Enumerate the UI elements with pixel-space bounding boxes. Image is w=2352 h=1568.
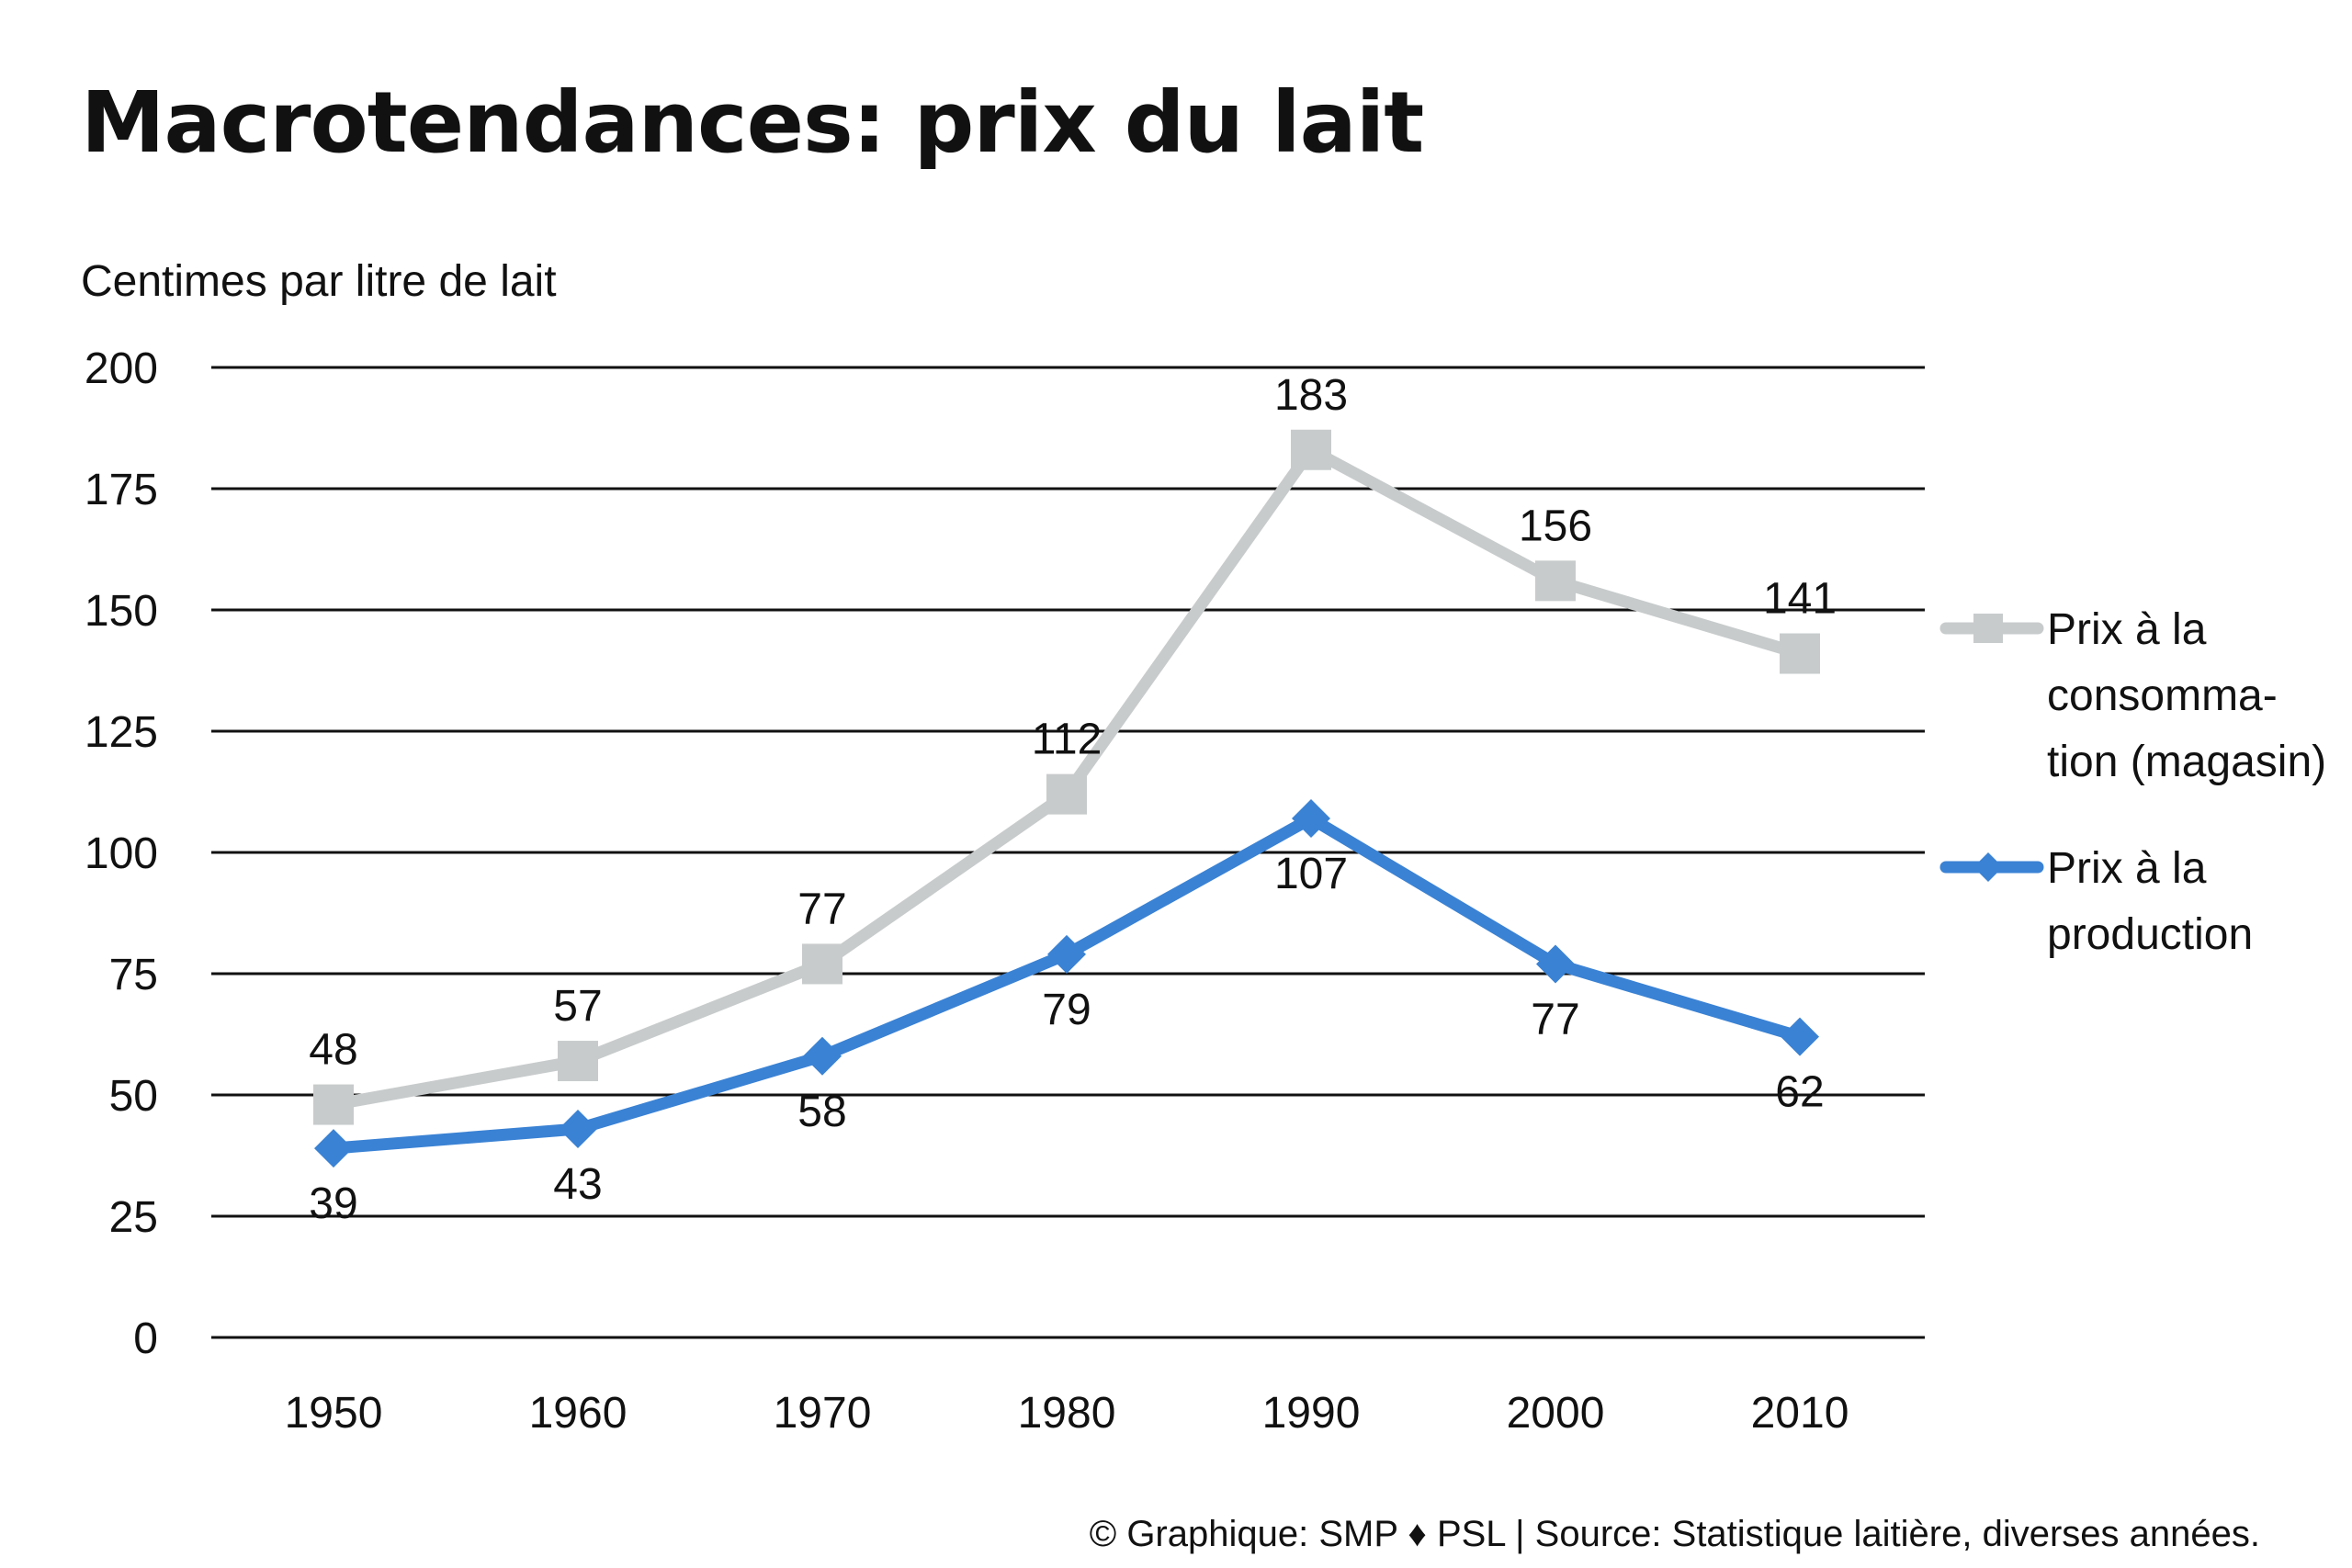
data-label: 48: [309, 1026, 357, 1075]
grid-lines: [211, 366, 1925, 1339]
data-point-marker: [559, 1109, 597, 1148]
y-tick-label: 125: [85, 708, 158, 757]
y-tick-label: 200: [85, 344, 158, 393]
data-label: 112: [1032, 716, 1102, 764]
x-tick-label: 1980: [1018, 1389, 1116, 1438]
data-point-marker: [1046, 773, 1087, 815]
data-point-marker: [313, 1084, 354, 1125]
data-label: 43: [553, 1160, 602, 1209]
data-point-marker: [802, 943, 842, 985]
x-tick-label: 2000: [1507, 1389, 1605, 1438]
y-axis-label: Centimes par litre de lait: [81, 257, 557, 306]
legend-label: tion (magasin): [2047, 738, 2326, 786]
y-tick-label: 0: [133, 1314, 158, 1363]
legend-label: Prix à la: [2047, 844, 2207, 893]
data-point-marker: [314, 1129, 353, 1168]
data-label: 156: [1519, 502, 1592, 550]
data-label: 183: [1274, 371, 1348, 420]
data-label: 77: [797, 885, 846, 933]
source-note: © Graphique: SMP ♦ PSL | Source: Statist…: [1090, 1514, 2260, 1554]
data-label: 107: [1274, 850, 1348, 898]
y-axis-ticks: 0 25 50 75 100 125 150 175 200: [85, 344, 158, 1363]
legend-label: consomma-: [2047, 671, 2278, 720]
legend: Prix à la consomma-tion (magasin) Prix à l…: [1939, 605, 2326, 959]
y-tick-label: 25: [109, 1193, 158, 1242]
x-tick-label: 1970: [774, 1389, 872, 1438]
data-point-marker: [1781, 1017, 1819, 1056]
x-axis-ticks: 1950 1960 1970 1980 1990 2000 2010: [285, 1389, 1849, 1438]
legend-label: production: [2047, 910, 2253, 959]
data-point-marker: [803, 1036, 842, 1076]
data-point-marker: [1780, 633, 1820, 674]
x-tick-label: 1960: [529, 1389, 628, 1438]
data-label: 58: [797, 1088, 846, 1136]
x-tick-label: 1950: [285, 1389, 383, 1438]
data-point-marker: [558, 1041, 598, 1082]
data-point-marker: [1291, 429, 1331, 470]
data-point-marker: [1047, 934, 1086, 974]
data-label: 39: [309, 1179, 357, 1228]
y-tick-label: 100: [85, 829, 158, 878]
data-label: 141: [1763, 575, 1837, 624]
series-markers: [313, 429, 1820, 1168]
x-tick-label: 2010: [1751, 1389, 1849, 1438]
y-tick-label: 75: [109, 951, 158, 999]
y-tick-label: 150: [85, 587, 158, 636]
legend-label: Prix à la: [2047, 605, 2207, 654]
legend-marker-0: [1973, 614, 2003, 643]
y-tick-label: 175: [85, 466, 158, 514]
y-tick-label: 50: [109, 1072, 158, 1121]
chart-title: Macrotendances: prix du lait: [81, 73, 1424, 172]
data-point-marker: [1536, 944, 1575, 984]
data-label: 57: [553, 982, 602, 1031]
legend-marker-1: [1973, 852, 2003, 882]
data-label: 62: [1775, 1068, 1824, 1117]
data-label: 77: [1531, 995, 1579, 1043]
data-point-marker: [1535, 560, 1576, 602]
data-point-marker: [1292, 799, 1330, 839]
x-tick-label: 1990: [1262, 1389, 1361, 1438]
data-labels: 48 57 77 112 183 156 141 39 43 58 79 107 77 62: [309, 371, 1837, 1228]
data-label: 79: [1042, 986, 1091, 1034]
